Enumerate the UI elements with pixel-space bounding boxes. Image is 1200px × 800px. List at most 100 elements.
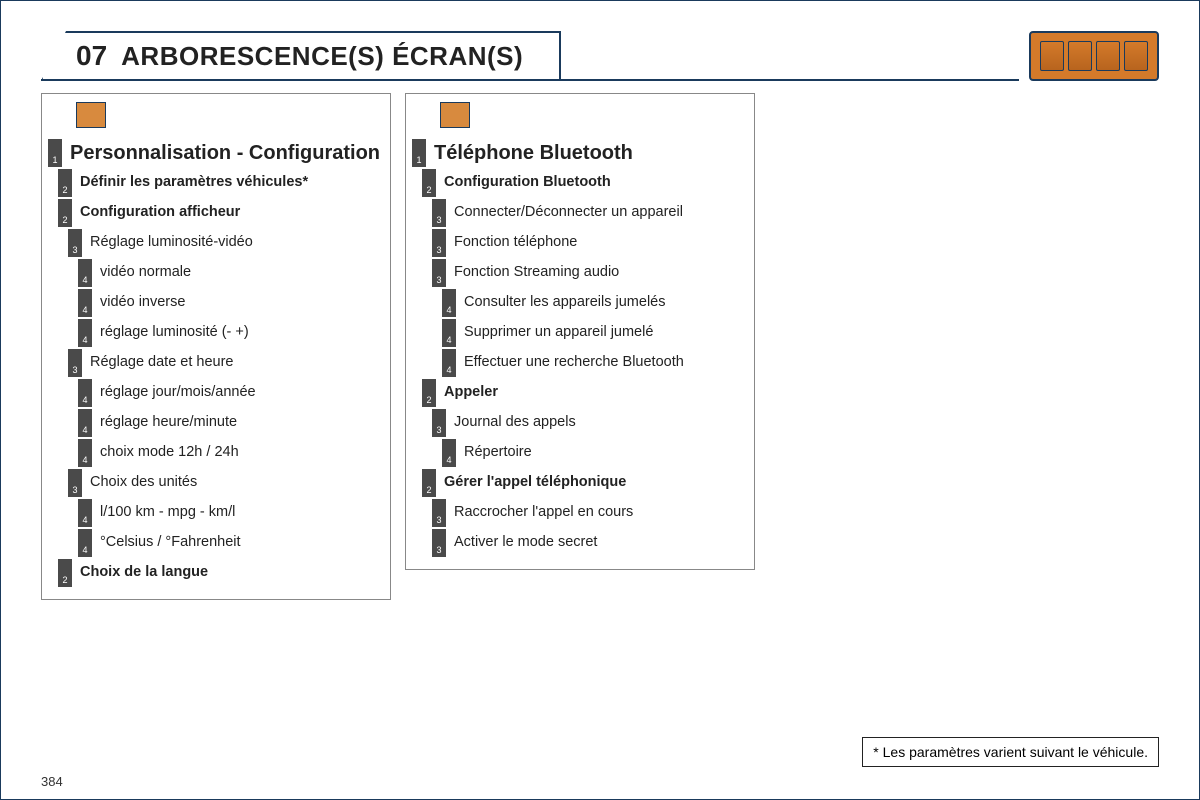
level-badge: 3 bbox=[68, 349, 82, 377]
tree-item: 4 vidéo normale bbox=[78, 259, 380, 287]
level-badge: 4 bbox=[78, 439, 92, 467]
tree-item-label: vidéo inverse bbox=[100, 294, 185, 311]
tree-item: 3 Fonction Streaming audio bbox=[432, 259, 744, 287]
header-media-icon bbox=[1029, 31, 1159, 81]
tree-item-label: l/100 km - mpg - km/l bbox=[100, 504, 235, 521]
tree-item: 2 Configuration Bluetooth bbox=[422, 169, 744, 197]
page-header: 07 ARBORESCENCE(S) ÉCRAN(S) bbox=[41, 31, 1159, 81]
level-badge: 4 bbox=[78, 529, 92, 557]
level-badge: 4 bbox=[442, 439, 456, 467]
tree-item-label: °Celsius / °Fahrenheit bbox=[100, 534, 241, 551]
title-underline bbox=[41, 79, 1019, 81]
level-badge: 4 bbox=[442, 349, 456, 377]
tree-item: 2 Gérer l'appel téléphonique bbox=[422, 469, 744, 497]
media-glyph bbox=[1068, 41, 1092, 71]
tree-item: 4 choix mode 12h / 24h bbox=[78, 439, 380, 467]
tree-item: 4 réglage jour/mois/année bbox=[78, 379, 380, 407]
tree-item-label: Téléphone Bluetooth bbox=[434, 141, 633, 165]
level-badge: 4 bbox=[78, 319, 92, 347]
tree-item: 3 Réglage luminosité-vidéo bbox=[68, 229, 380, 257]
tree-item: 3 Connecter/Déconnecter un appareil bbox=[432, 199, 744, 227]
tree-item: 4 Consulter les appareils jumelés bbox=[442, 289, 744, 317]
tree-item-label: Journal des appels bbox=[454, 414, 576, 431]
settings-icon bbox=[76, 102, 106, 128]
section-title: ARBORESCENCE(S) ÉCRAN(S) bbox=[121, 41, 523, 72]
tree-column: 1 Personnalisation - Configuration 2 Défini… bbox=[41, 93, 391, 600]
tree-item-label: Choix des unités bbox=[90, 474, 197, 491]
tree-item: 2 Définir les paramètres véhicules* bbox=[58, 169, 380, 197]
tree-item: 4 vidéo inverse bbox=[78, 289, 380, 317]
level-badge: 3 bbox=[68, 229, 82, 257]
media-glyph bbox=[1096, 41, 1120, 71]
tree-item-label: Connecter/Déconnecter un appareil bbox=[454, 204, 683, 221]
tree-item: 3Choix des unités bbox=[68, 469, 380, 497]
tree-item: 2 Appeler bbox=[422, 379, 744, 407]
tree-item-label: réglage jour/mois/année bbox=[100, 384, 256, 401]
tree-item-label: Répertoire bbox=[464, 444, 532, 461]
tree-item: 4 Répertoire bbox=[442, 439, 744, 467]
level-badge: 2 bbox=[422, 169, 436, 197]
level-badge: 4 bbox=[78, 379, 92, 407]
footnote: * Les paramètres varient suivant le véhi… bbox=[862, 737, 1159, 767]
tree-item-label: Personnalisation - Configuration bbox=[70, 141, 380, 165]
level-badge: 1 bbox=[412, 139, 426, 167]
tree-item-label: Raccrocher l'appel en cours bbox=[454, 504, 633, 521]
tree-item: 2 Choix de la langue bbox=[58, 559, 380, 587]
tree-item-label: Activer le mode secret bbox=[454, 534, 597, 551]
tree-item-label: Supprimer un appareil jumelé bbox=[464, 324, 653, 341]
tree-item: 4 l/100 km - mpg - km/l bbox=[78, 499, 380, 527]
tree-item-label: Définir les paramètres véhicules* bbox=[80, 174, 308, 191]
tree-item-label: réglage luminosité (- +) bbox=[100, 324, 249, 341]
tree-item-label: Gérer l'appel téléphonique bbox=[444, 474, 626, 491]
level-badge: 2 bbox=[422, 379, 436, 407]
tree-item-label: Configuration afficheur bbox=[80, 204, 240, 221]
level-badge: 2 bbox=[422, 469, 436, 497]
tree-item: 4 réglage heure/minute bbox=[78, 409, 380, 437]
tree-item-label: Consulter les appareils jumelés bbox=[464, 294, 666, 311]
tree-item: 4 réglage luminosité (- +) bbox=[78, 319, 380, 347]
level-badge: 3 bbox=[432, 529, 446, 557]
tree-columns: 1 Personnalisation - Configuration 2 Défini… bbox=[41, 93, 1159, 600]
tree-item: 3 Réglage date et heure bbox=[68, 349, 380, 377]
level-badge: 3 bbox=[432, 409, 446, 437]
tree-item: 3 Raccrocher l'appel en cours bbox=[432, 499, 744, 527]
tree-item-label: Effectuer une recherche Bluetooth bbox=[464, 354, 684, 371]
level-badge: 2 bbox=[58, 169, 72, 197]
level-badge: 3 bbox=[432, 229, 446, 257]
level-badge: 3 bbox=[432, 499, 446, 527]
tree-item: 2 Configuration afficheur bbox=[58, 199, 380, 227]
tree-item: 3Fonction téléphone bbox=[432, 229, 744, 257]
tree-item-label: Réglage luminosité-vidéo bbox=[90, 234, 253, 251]
section-number: 07 bbox=[76, 40, 107, 72]
title-tab: 07 ARBORESCENCE(S) ÉCRAN(S) bbox=[41, 31, 1019, 81]
phone-icon bbox=[440, 102, 470, 128]
level-badge: 4 bbox=[78, 409, 92, 437]
tree-item-label: Appeler bbox=[444, 384, 498, 401]
tree-item-label: Réglage date et heure bbox=[90, 354, 234, 371]
tree-item-label: réglage heure/minute bbox=[100, 414, 237, 431]
tree-item-label: vidéo normale bbox=[100, 264, 191, 281]
level-badge: 3 bbox=[432, 199, 446, 227]
tree-item: 1 Personnalisation - Configuration bbox=[48, 139, 380, 167]
tree-item: 1 Téléphone Bluetooth bbox=[412, 139, 744, 167]
tree-item-label: choix mode 12h / 24h bbox=[100, 444, 239, 461]
level-badge: 2 bbox=[58, 199, 72, 227]
level-badge: 4 bbox=[78, 259, 92, 287]
tree-item: 3 Journal des appels bbox=[432, 409, 744, 437]
level-badge: 2 bbox=[58, 559, 72, 587]
tree-item: 3 Activer le mode secret bbox=[432, 529, 744, 557]
level-badge: 4 bbox=[78, 499, 92, 527]
level-badge: 4 bbox=[442, 319, 456, 347]
page-number: 384 bbox=[41, 774, 63, 789]
media-glyph bbox=[1040, 41, 1064, 71]
tree-item: 4 Supprimer un appareil jumelé bbox=[442, 319, 744, 347]
media-glyph bbox=[1124, 41, 1148, 71]
level-badge: 4 bbox=[78, 289, 92, 317]
tree-item: 4 °Celsius / °Fahrenheit bbox=[78, 529, 380, 557]
level-badge: 3 bbox=[432, 259, 446, 287]
level-badge: 4 bbox=[442, 289, 456, 317]
tree-item-label: Configuration Bluetooth bbox=[444, 174, 611, 191]
tree-item-label: Fonction Streaming audio bbox=[454, 264, 619, 281]
tree-item-label: Choix de la langue bbox=[80, 564, 208, 581]
level-badge: 1 bbox=[48, 139, 62, 167]
